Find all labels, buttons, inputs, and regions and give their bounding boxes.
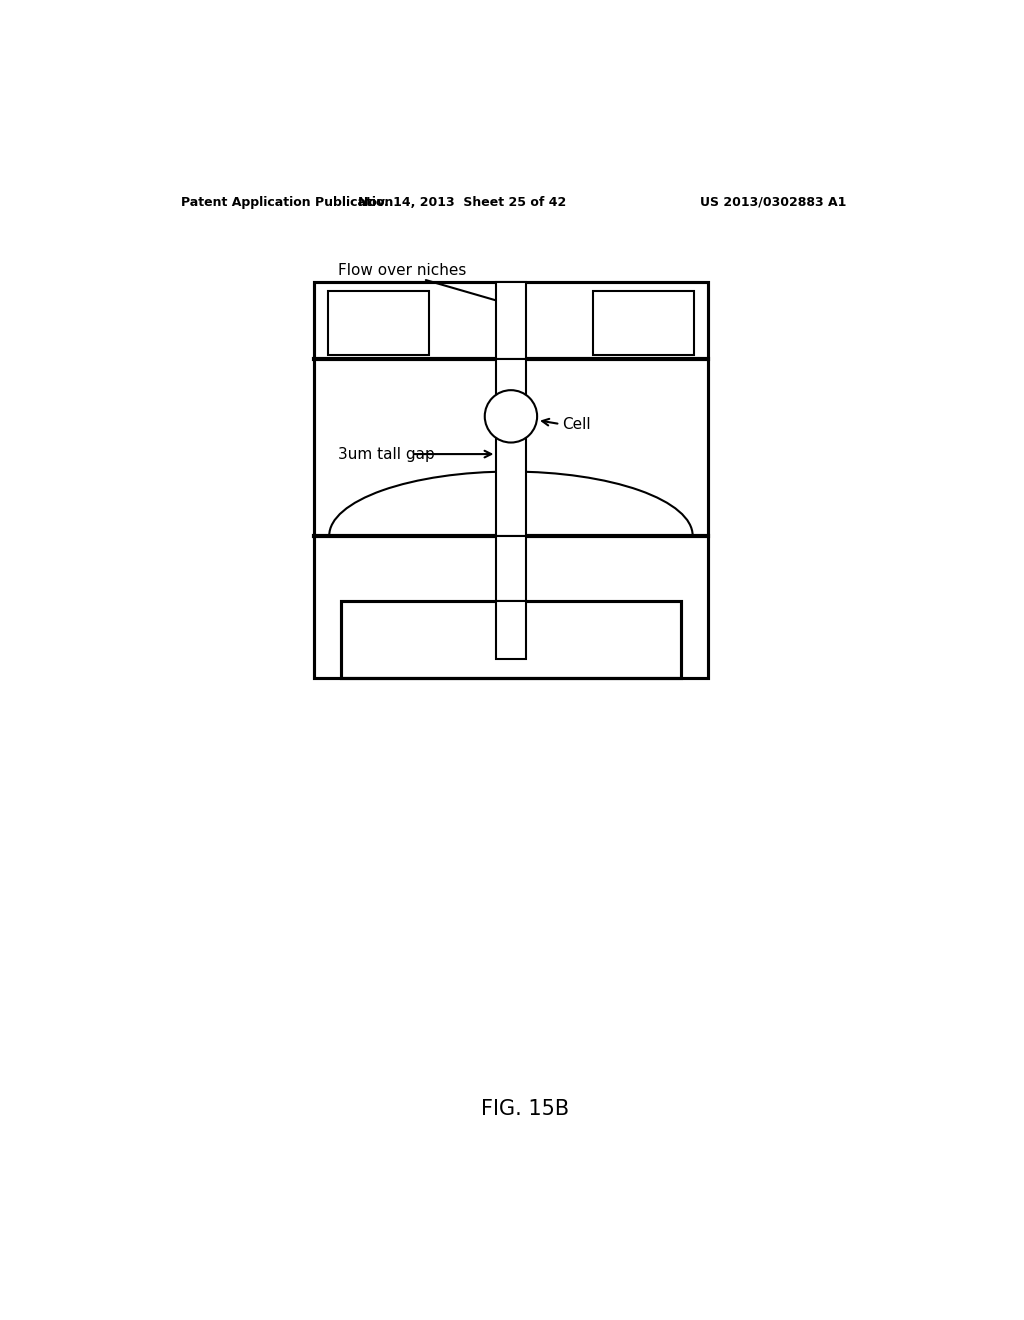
Bar (328, 290, 429, 355)
Text: Flow over niches: Flow over niches (339, 263, 467, 277)
Bar (497, 536, 525, 601)
Circle shape (484, 391, 538, 442)
Bar (593, 290, 694, 355)
Text: Nov. 14, 2013  Sheet 25 of 42: Nov. 14, 2013 Sheet 25 of 42 (357, 195, 566, 209)
Text: Patent Application Publication: Patent Application Publication (180, 195, 393, 209)
Text: Cell: Cell (562, 417, 591, 432)
Bar (313, 281, 708, 678)
Text: FIG. 15B: FIG. 15B (480, 1100, 569, 1119)
Bar (341, 601, 681, 678)
Text: US 2013/0302883 A1: US 2013/0302883 A1 (700, 195, 847, 209)
Text: 3um tall gap: 3um tall gap (339, 446, 435, 462)
Bar (497, 601, 525, 659)
Bar (497, 281, 525, 359)
Bar (497, 359, 525, 536)
